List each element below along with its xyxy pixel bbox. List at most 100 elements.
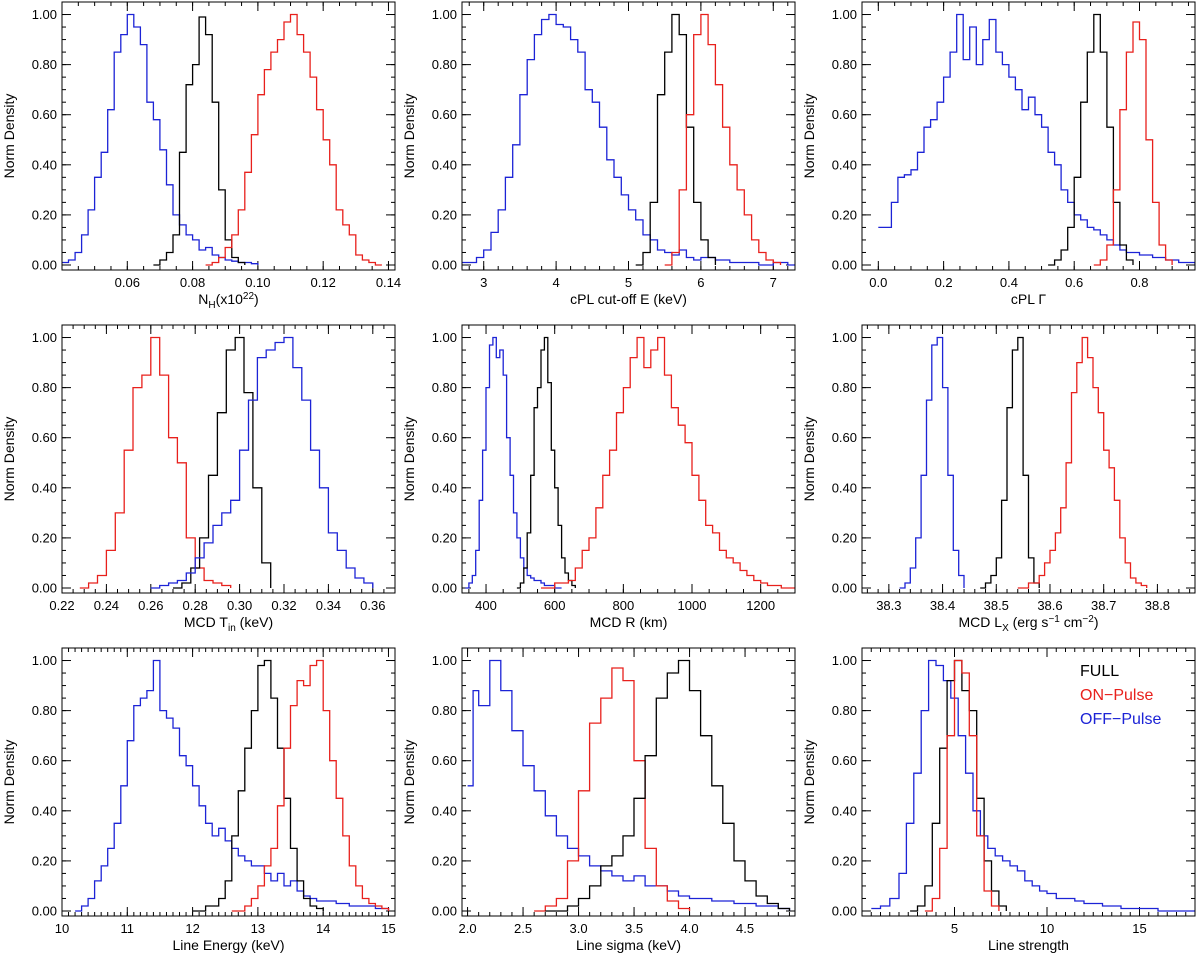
series-off-pulse-step xyxy=(150,336,374,589)
y-axis-label: Norm Density xyxy=(1,740,17,825)
x-axis-label-part: MCD R (km) xyxy=(590,614,668,630)
x-tick-label: 5 xyxy=(951,921,958,936)
y-tick-label: 1.00 xyxy=(32,330,57,345)
x-axis-label: Line strength xyxy=(988,937,1069,953)
series-on-pulse-step xyxy=(205,13,382,266)
x-tick-label: 1200 xyxy=(746,598,775,613)
x-tick-label: 3.5 xyxy=(625,921,643,936)
y-tick-label: 0.00 xyxy=(832,903,857,918)
y-tick-label: 1.00 xyxy=(32,653,57,668)
x-tick-label: 0.0 xyxy=(869,275,887,290)
y-tick-label: 1.00 xyxy=(832,653,857,668)
y-tick-label: 0.60 xyxy=(832,753,857,768)
axes-frame xyxy=(861,324,1196,594)
x-tick-label: 0.32 xyxy=(271,598,296,613)
panel-5: 400 600 800 1000 1200 0.00 0.20 0.40 0.60 0.80 1.0… xyxy=(401,324,796,630)
y-tick-label: 0.60 xyxy=(432,107,457,122)
series-full-step xyxy=(1048,13,1134,266)
y-tick-label: 0.20 xyxy=(832,530,857,545)
y-tick-label: 1.00 xyxy=(432,7,457,22)
panel-9: 5 10 15 0.00 0.20 0.40 0.60 0.80 1.00 Norm Densit… xyxy=(801,647,1196,953)
x-tick-label: 0.28 xyxy=(183,598,208,613)
x-tick-label: 0.4 xyxy=(1000,275,1018,290)
x-tick-label: 13 xyxy=(251,921,265,936)
y-tick-label: 0.40 xyxy=(32,803,57,818)
y-tick-label: 0.20 xyxy=(432,853,457,868)
axes-frame xyxy=(461,647,796,917)
x-tick-label: 0.34 xyxy=(316,598,341,613)
axes-frame xyxy=(861,1,1196,271)
x-tick-label: 0.2 xyxy=(935,275,953,290)
y-axis-label: Norm Density xyxy=(1,94,17,179)
x-axis-label-part: cPL Γ xyxy=(1011,291,1046,307)
y-tick-label: 0.80 xyxy=(32,380,57,395)
series-full-step xyxy=(980,336,1040,589)
x-axis-label-part: ) xyxy=(254,291,259,307)
y-tick-label: 0.00 xyxy=(832,580,857,595)
x-axis-label: Line sigma (keV) xyxy=(576,937,681,953)
x-axis-label: cPL cut-off E (keV) xyxy=(570,291,687,307)
x-axis-label: MCD LX (erg s−1 cm−2) xyxy=(959,614,1099,634)
panel-2: 3 4 5 6 7 0.00 0.20 0.40 0.60 0.80 1.00 Norm Densit… xyxy=(401,1,796,307)
series-off-pulse-step xyxy=(462,13,795,266)
y-axis-label: Norm Density xyxy=(801,740,817,825)
y-tick-label: 0.00 xyxy=(432,257,457,272)
x-tick-label: 1000 xyxy=(678,598,707,613)
series-off-pulse-step xyxy=(467,659,791,911)
y-axis-label: Norm Density xyxy=(401,417,417,502)
x-axis-label: MCD R (km) xyxy=(590,614,668,630)
y-tick-label: 0.60 xyxy=(432,430,457,445)
y-tick-label: 0.40 xyxy=(432,480,457,495)
series-full-step xyxy=(635,13,717,266)
x-axis-label-part: (erg s xyxy=(1009,614,1049,630)
x-tick-label: 10 xyxy=(1040,921,1054,936)
x-tick-label: 4.0 xyxy=(681,921,699,936)
x-tick-label: 4 xyxy=(552,275,559,290)
x-tick-label: 600 xyxy=(544,598,566,613)
y-tick-label: 0.40 xyxy=(432,157,457,172)
legend-on-pulse: ON−Pulse xyxy=(1080,687,1153,704)
series-full-step xyxy=(545,659,791,912)
y-tick-label: 0.20 xyxy=(432,207,457,222)
x-tick-label: 0.22 xyxy=(49,598,74,613)
x-tick-label: 0.6 xyxy=(1065,275,1083,290)
y-tick-label: 0.40 xyxy=(32,157,57,172)
x-tick-label: 0.12 xyxy=(311,275,336,290)
y-tick-label: 0.00 xyxy=(432,903,457,918)
x-tick-label: 800 xyxy=(612,598,634,613)
series-off-pulse-step xyxy=(899,336,965,589)
y-tick-label: 0.80 xyxy=(432,57,457,72)
axes-frame xyxy=(861,647,1196,917)
series-off-pulse-step xyxy=(465,336,562,589)
y-tick-label: 0.40 xyxy=(32,480,57,495)
x-tick-label: 0.06 xyxy=(115,275,140,290)
y-tick-label: 0.20 xyxy=(32,530,57,545)
x-tick-label: 3 xyxy=(480,275,487,290)
y-tick-label: 0.20 xyxy=(832,207,857,222)
x-tick-label: 0.14 xyxy=(376,275,401,290)
panel-4: 0.22 0.24 0.26 0.28 0.30 0.32 0.34 0.36 0.00 0.20… xyxy=(1,324,396,634)
y-tick-label: 0.80 xyxy=(432,380,457,395)
x-axis-label-part: −1 xyxy=(1048,614,1060,625)
x-axis-label-part: Line Energy (keV) xyxy=(172,937,284,953)
y-tick-label: 1.00 xyxy=(432,330,457,345)
y-axis-label: Norm Density xyxy=(1,417,17,502)
x-axis-label-part: ) xyxy=(1094,614,1099,630)
x-tick-label: 0.08 xyxy=(180,275,205,290)
x-axis-label-part: Line strength xyxy=(988,937,1069,953)
y-axis-label: Norm Density xyxy=(401,94,417,179)
x-tick-label: 38.8 xyxy=(1145,598,1170,613)
y-tick-label: 1.00 xyxy=(832,7,857,22)
panel-6: 38.3 38.4 38.5 38.6 38.7 38.8 0.00 0.20 0.40 0.60… xyxy=(801,324,1196,634)
x-tick-label: 10 xyxy=(55,921,69,936)
series-full-step xyxy=(173,336,272,589)
series-on-pulse-step xyxy=(924,659,1000,912)
y-axis-label: Norm Density xyxy=(801,417,817,502)
y-tick-label: 0.40 xyxy=(832,157,857,172)
y-tick-label: 0.20 xyxy=(32,207,57,222)
x-axis-label: MCD Tin (keV) xyxy=(184,614,273,634)
y-tick-label: 0.80 xyxy=(832,57,857,72)
x-tick-label: 38.3 xyxy=(876,598,901,613)
x-axis-label-part: (x10 xyxy=(216,291,243,307)
axes-frame xyxy=(461,324,796,594)
